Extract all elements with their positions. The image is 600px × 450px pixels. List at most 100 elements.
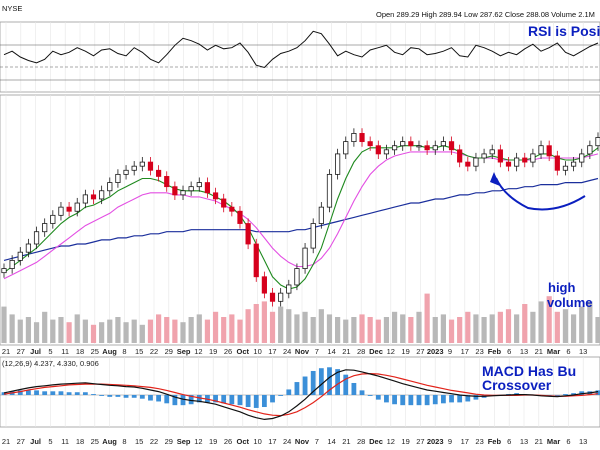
x-tick-label: 27	[416, 347, 424, 356]
candle-body	[530, 153, 536, 163]
candle-body	[375, 145, 381, 155]
volume-bar	[50, 319, 56, 343]
moving-average-slow-line	[3, 177, 599, 261]
x-tick-label: 28	[357, 347, 365, 356]
x-tick-label: 25	[91, 347, 99, 356]
volume-bar	[66, 322, 72, 343]
volume-bar	[351, 317, 357, 343]
candle-body	[318, 206, 324, 224]
candle-body	[391, 145, 398, 151]
x-tick-label: 26	[224, 347, 232, 356]
macd-histogram-bar	[42, 391, 48, 395]
macd-histogram-bar	[237, 395, 243, 406]
x-tick-label: 17	[461, 437, 469, 446]
x-tick-label: 21	[535, 437, 543, 446]
candle-body	[1, 268, 7, 274]
macd-histogram-bar	[595, 390, 600, 395]
x-tick-label: 19	[401, 347, 409, 356]
volume-bar	[465, 311, 471, 343]
volume-bar	[229, 314, 235, 343]
x-tick-label: 26	[224, 437, 232, 446]
volume-bar	[367, 317, 373, 343]
volume-bar	[473, 314, 479, 343]
volume-annotation-line2: volume	[547, 295, 593, 310]
x-tick-label: 5	[48, 437, 52, 446]
volume-bar	[17, 319, 23, 343]
x-tick-label: Sep	[177, 347, 191, 356]
candle-body	[514, 157, 520, 167]
macd-histogram-bar	[82, 392, 88, 395]
x-tick-label: Mar	[547, 347, 560, 356]
candle-body	[115, 173, 121, 183]
macd-histogram-bar	[294, 382, 300, 395]
macd-histogram-bar	[343, 374, 349, 395]
x-tick-label: 18	[76, 347, 84, 356]
x-tick-label: Jul	[30, 437, 41, 446]
macd-panel	[0, 356, 600, 428]
volume-bar	[326, 314, 333, 343]
candle-body	[156, 169, 162, 177]
candle-body	[253, 243, 259, 278]
x-tick-label: Nov	[295, 347, 310, 356]
volume-bar	[269, 311, 276, 343]
candle-body	[335, 153, 341, 175]
x-tick-label: 17	[268, 437, 276, 446]
volume-bar	[318, 309, 324, 343]
volume-bar	[1, 306, 7, 343]
macd-histogram-bar	[335, 369, 341, 395]
volume-bar	[562, 309, 569, 343]
x-tick-label: Mar	[547, 437, 560, 446]
x-tick-label: 17	[461, 347, 469, 356]
candle-body	[42, 223, 48, 233]
x-tick-label: 14	[327, 347, 335, 356]
macd-histogram-bar	[563, 394, 568, 395]
x-tick-label: 24	[283, 437, 291, 446]
x-tick-label: 7	[315, 437, 319, 446]
candle-body	[204, 182, 211, 194]
volume-bar	[554, 311, 560, 343]
macd-histogram-bar	[327, 367, 332, 395]
candle-body	[367, 141, 373, 147]
volume-bar	[595, 317, 600, 343]
volume-bar	[164, 317, 170, 343]
volume-bar	[204, 319, 211, 343]
x-tick-label: 21	[2, 437, 10, 446]
x-tick-label: Feb	[488, 437, 502, 446]
candle-body	[579, 153, 585, 163]
candle-body	[212, 192, 219, 200]
macd-histogram-bar	[457, 395, 463, 403]
x-tick-label: 21	[342, 437, 350, 446]
x-tick-label: Nov	[295, 437, 310, 446]
candle-body	[294, 268, 300, 286]
x-tick-label: 5	[48, 347, 52, 356]
macd-histogram-bar	[156, 395, 162, 402]
macd-histogram-bar	[310, 370, 316, 395]
volume-bar	[131, 319, 137, 343]
rsi-line	[3, 30, 599, 69]
volume-bar	[538, 301, 544, 343]
volume-bar	[408, 317, 414, 343]
macd-histogram-bar	[196, 395, 202, 403]
candle-body	[343, 141, 349, 155]
x-tick-label: 6	[507, 437, 511, 446]
volume-bar	[310, 317, 316, 343]
macd-histogram-bar	[66, 392, 72, 395]
macd-histogram-bar	[440, 395, 446, 404]
candle-body	[58, 206, 64, 216]
volume-bar	[196, 314, 202, 343]
macd-histogram-bar	[213, 395, 218, 403]
candle-body	[33, 231, 40, 245]
price-panel	[0, 94, 600, 346]
volume-bar	[188, 317, 194, 343]
rsi-panel	[0, 21, 600, 93]
candle-body	[99, 190, 105, 200]
macd-histogram-bar	[164, 395, 170, 404]
volume-bar	[107, 319, 113, 343]
x-tick-label: Jul	[30, 347, 41, 356]
x-tick-label: Aug	[102, 437, 117, 446]
x-tick-label: 13	[520, 347, 528, 356]
x-tick-label: Dec	[369, 347, 383, 356]
macd-histogram-bar	[91, 394, 96, 395]
curve-arrowhead	[490, 172, 500, 186]
volume-bar	[42, 311, 48, 343]
